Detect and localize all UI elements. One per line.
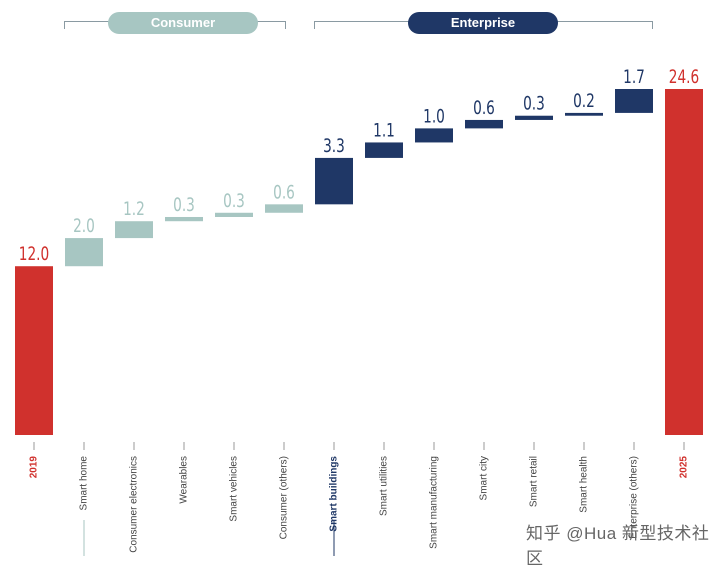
category-label-smart-manufacturing: Smart manufacturing bbox=[429, 456, 440, 549]
category-label-enterprise-others: Enterprise (others) bbox=[629, 456, 640, 539]
category-label-smart-utilities: Smart utilities bbox=[379, 456, 390, 516]
bar-wearables bbox=[165, 216, 203, 222]
bar-consumer-others bbox=[265, 204, 303, 213]
bar-smart-buildings bbox=[315, 157, 353, 205]
bar-smart-home bbox=[65, 238, 103, 267]
bar-2025 bbox=[665, 89, 703, 435]
bar-smart-retail bbox=[515, 115, 553, 120]
value-label-consumer-others: 0.6 bbox=[273, 181, 295, 203]
category-label-consumer-others: Consumer (others) bbox=[279, 456, 290, 539]
value-label-enterprise-others: 1.7 bbox=[623, 66, 645, 88]
value-label-consumer-electronics: 1.2 bbox=[123, 198, 145, 220]
value-label-smart-manufacturing: 1.0 bbox=[423, 105, 445, 127]
bar-smart-health bbox=[565, 112, 603, 116]
category-label-smart-city: Smart city bbox=[479, 456, 490, 500]
category-label-smart-home: Smart home bbox=[79, 456, 90, 511]
watermark-text: 知乎 @Hua 新型技术社区 bbox=[526, 524, 710, 568]
category-label-wearables: Wearables bbox=[179, 456, 190, 504]
bar-enterprise-others bbox=[615, 89, 653, 113]
value-label-2025: 24.6 bbox=[669, 66, 699, 88]
value-label-2019: 12.0 bbox=[19, 243, 49, 265]
value-label-smart-vehicles: 0.3 bbox=[223, 190, 245, 212]
bar-consumer-electronics bbox=[115, 221, 153, 239]
category-label-smart-vehicles: Smart vehicles bbox=[229, 456, 240, 522]
bar-smart-vehicles bbox=[215, 212, 253, 217]
bar-2019 bbox=[15, 266, 53, 435]
enterprise-group-label: Enterprise bbox=[408, 12, 558, 34]
category-label-smart-retail: Smart retail bbox=[529, 456, 540, 507]
value-label-smart-health: 0.2 bbox=[573, 90, 595, 112]
value-label-smart-home: 2.0 bbox=[73, 215, 95, 237]
value-label-smart-utilities: 1.1 bbox=[373, 119, 395, 141]
category-label-2019: 2019 bbox=[29, 456, 40, 479]
value-label-smart-city: 0.6 bbox=[473, 97, 495, 119]
consumer-group-label: Consumer bbox=[108, 12, 258, 34]
category-label-smart-buildings: Smart buildings bbox=[329, 456, 340, 532]
bar-smart-manufacturing bbox=[415, 128, 453, 143]
value-label-smart-retail: 0.3 bbox=[523, 93, 545, 115]
value-label-smart-buildings: 3.3 bbox=[323, 135, 345, 157]
bar-smart-utilities bbox=[365, 142, 403, 158]
value-label-wearables: 0.3 bbox=[173, 194, 195, 216]
bar-smart-city bbox=[465, 119, 503, 129]
category-label-consumer-electronics: Consumer electronics bbox=[129, 456, 140, 553]
category-label-2025: 2025 bbox=[679, 456, 690, 479]
category-label-smart-health: Smart health bbox=[579, 456, 590, 513]
